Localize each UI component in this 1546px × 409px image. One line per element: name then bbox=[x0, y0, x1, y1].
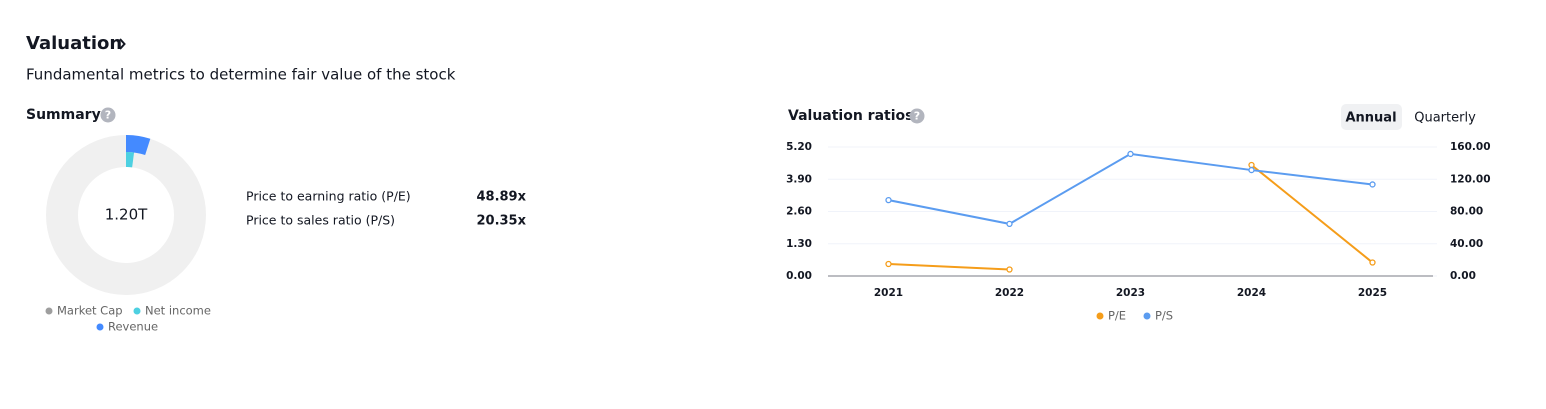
point bbox=[885, 260, 892, 268]
series-line bbox=[888, 152, 1373, 225]
svg-text:?: ? bbox=[105, 109, 111, 122]
tab-active-bg bbox=[1341, 104, 1402, 130]
ratio-label: Price to earning ratio (P/E) bbox=[246, 189, 411, 204]
point bbox=[1006, 266, 1013, 273]
donut-center-label: 1.20T bbox=[105, 206, 148, 224]
y-tick-label: 1.30 bbox=[786, 238, 812, 250]
x-tick-label: 2022 bbox=[995, 287, 1024, 299]
point bbox=[1248, 161, 1255, 169]
legend-dot bbox=[1096, 312, 1104, 320]
legend-label: P/E bbox=[1108, 309, 1126, 323]
point bbox=[1127, 150, 1134, 158]
y-tick-label: 5.20 bbox=[786, 141, 812, 153]
series-line bbox=[888, 164, 1374, 271]
help-icon[interactable]: ? bbox=[100, 107, 116, 123]
y-tick-label: 2.60 bbox=[786, 206, 812, 218]
legend-dot bbox=[1143, 312, 1151, 320]
legend-label: Market Cap bbox=[57, 304, 123, 318]
svg-text:?: ? bbox=[914, 110, 920, 123]
help-icon[interactable]: ? bbox=[909, 108, 925, 124]
ratio-value: 20.35x bbox=[476, 214, 526, 229]
x-tick-label: 2021 bbox=[874, 287, 903, 299]
section-title[interactable]: Valuation bbox=[26, 33, 122, 54]
x-tick-label: 2025 bbox=[1358, 287, 1387, 299]
chevron-icon[interactable] bbox=[119, 38, 126, 50]
legend-dot bbox=[45, 307, 53, 315]
y-tick-label: 0.00 bbox=[786, 270, 812, 282]
ratio-label: Price to sales ratio (P/S) bbox=[246, 213, 395, 228]
chart-title: Valuation ratios bbox=[788, 108, 913, 124]
y2-tick-label: 120.00 bbox=[1450, 173, 1491, 185]
x-tick-label: 2024 bbox=[1237, 287, 1266, 299]
y2-tick-label: 0.00 bbox=[1450, 270, 1476, 282]
point bbox=[1369, 259, 1376, 266]
point bbox=[1248, 166, 1255, 174]
point bbox=[1369, 181, 1376, 188]
legend-label: Revenue bbox=[108, 320, 158, 334]
point bbox=[885, 196, 892, 204]
y-tick-label: 3.90 bbox=[786, 173, 812, 185]
donut-segment bbox=[126, 135, 151, 155]
ratio-value: 48.89x bbox=[476, 190, 526, 205]
section-subtitle: Fundamental metrics to determine fair va… bbox=[26, 66, 456, 84]
summary-title: Summary bbox=[26, 107, 101, 123]
tab[interactable]: Quarterly bbox=[1414, 111, 1476, 126]
point bbox=[1006, 220, 1013, 228]
donut-segment bbox=[126, 152, 135, 168]
y2-tick-label: 80.00 bbox=[1450, 206, 1483, 218]
y2-tick-label: 40.00 bbox=[1450, 238, 1483, 250]
legend-label: Net income bbox=[145, 304, 211, 318]
legend-label: P/S bbox=[1155, 309, 1173, 323]
legend-dot bbox=[133, 307, 141, 315]
y2-tick-label: 160.00 bbox=[1450, 141, 1491, 153]
x-tick-label: 2023 bbox=[1116, 287, 1145, 299]
tab[interactable]: Annual bbox=[1345, 111, 1396, 126]
legend-dot bbox=[96, 323, 104, 331]
